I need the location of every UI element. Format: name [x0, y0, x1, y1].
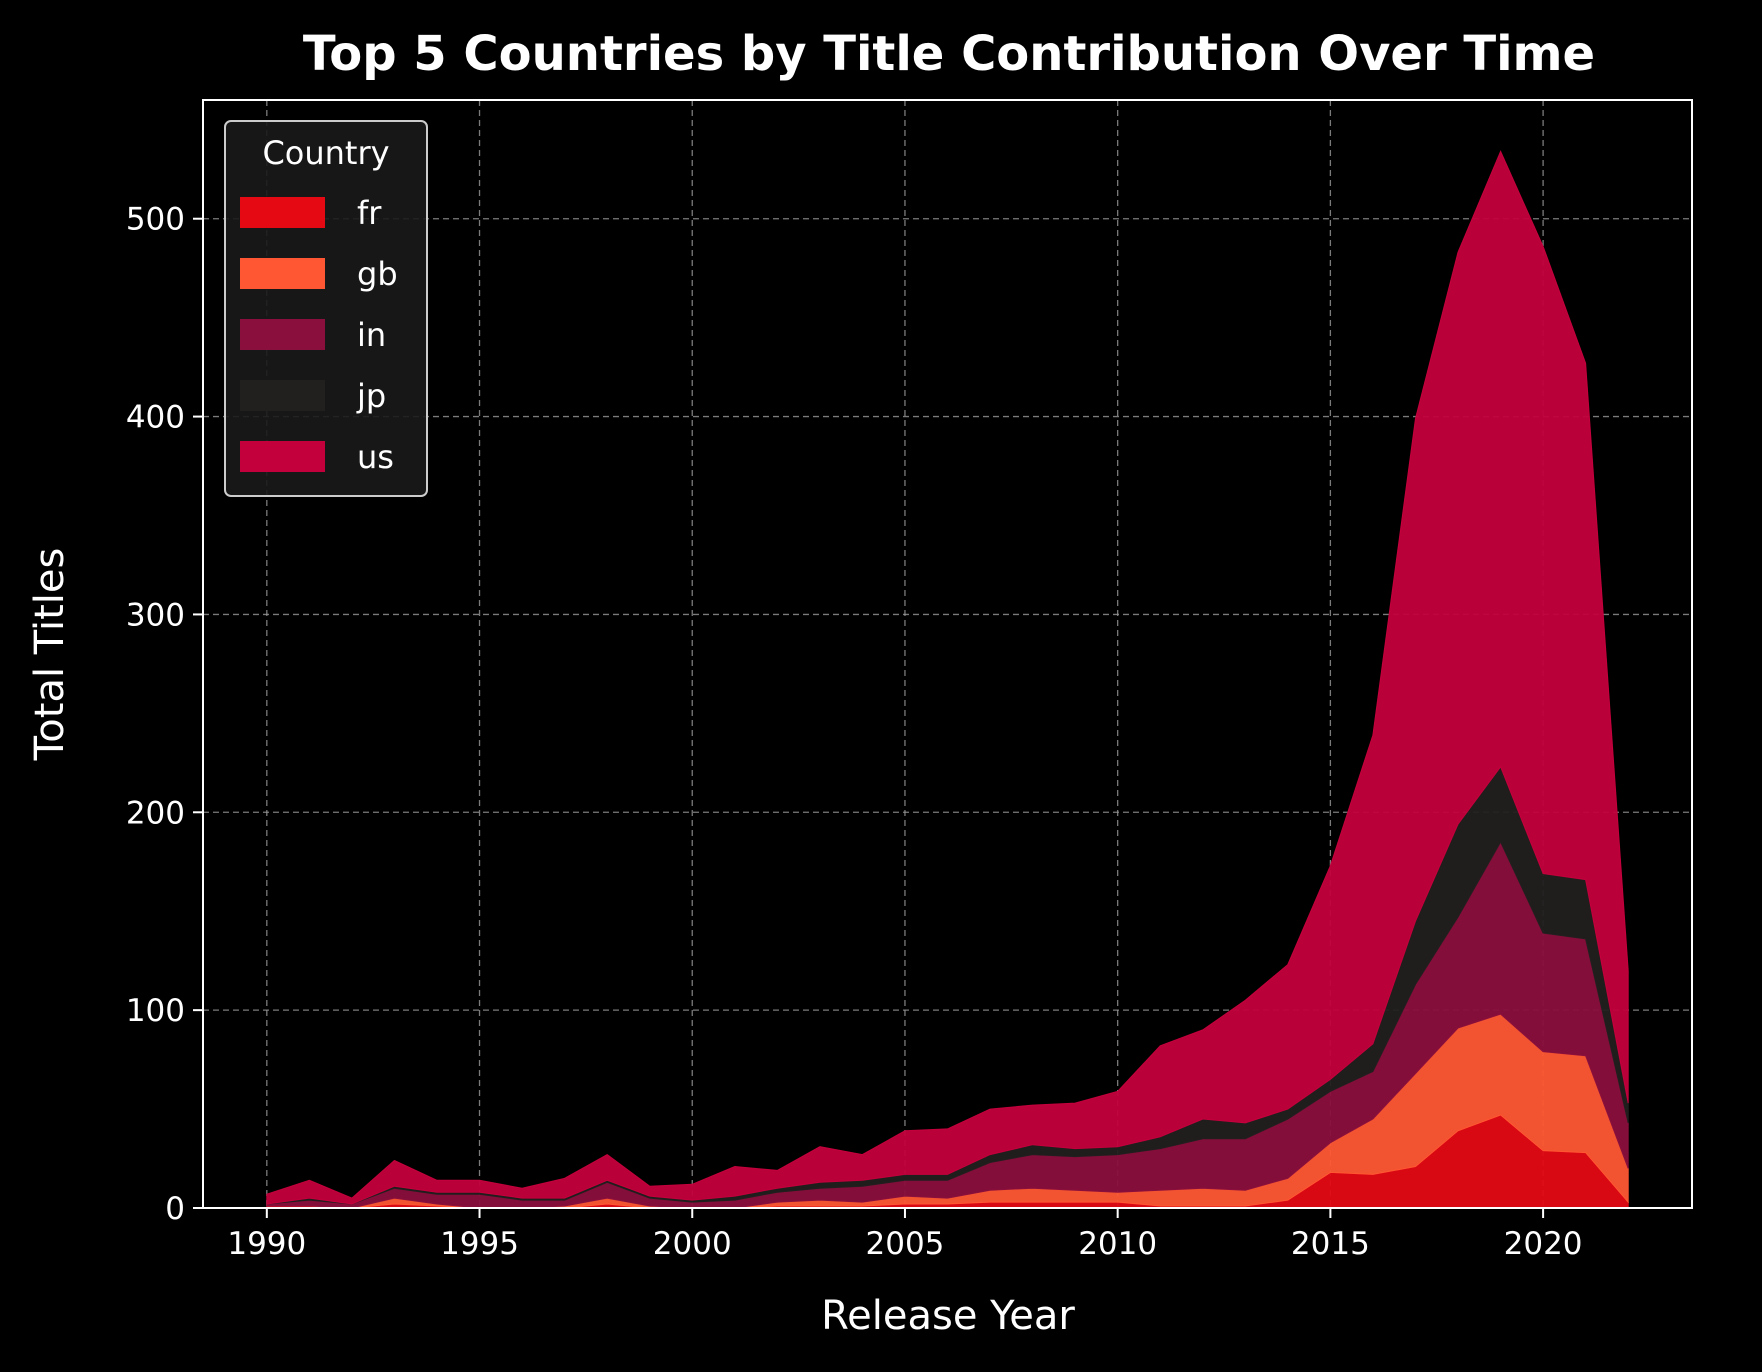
legend-box: [224, 120, 428, 497]
x-tick-label: 2000: [653, 1226, 732, 1262]
x-tick-label: 2020: [1504, 1226, 1583, 1262]
legend-swatch-fr: [240, 197, 325, 228]
legend-label-fr: fr: [357, 194, 382, 232]
x-axis-label: Release Year: [821, 1293, 1075, 1339]
y-axis-label: Total Titles: [27, 548, 73, 762]
y-tick-label: 200: [126, 795, 185, 831]
y-axis-ticks: 0 100 200 300 400 500: [126, 202, 203, 1227]
x-tick-label: 2010: [1078, 1226, 1157, 1262]
legend-swatch-gb: [240, 258, 325, 289]
legend-items: fr gb in jp us: [240, 194, 398, 476]
legend: Country fr gb in jp us: [224, 120, 428, 497]
x-tick-label: 2015: [1291, 1226, 1370, 1262]
legend-label-in: in: [357, 316, 386, 354]
x-tick-label: 1995: [440, 1226, 519, 1262]
legend-label-jp: jp: [356, 377, 386, 415]
x-tick-label: 1990: [227, 1226, 306, 1262]
y-tick-label: 100: [126, 993, 185, 1029]
x-axis-ticks: 1990 1995 2000 2005 2010 2015 2020: [227, 1208, 1583, 1262]
chart-title: Top 5 Countries by Title Contribution Ov…: [303, 26, 1595, 82]
x-tick-label: 2005: [866, 1226, 945, 1262]
area-series-group: [266, 150, 1629, 1209]
legend-swatch-jp: [240, 380, 325, 411]
y-tick-label: 400: [126, 400, 185, 436]
legend-title: Country: [262, 134, 389, 172]
legend-label-gb: gb: [357, 255, 398, 293]
y-tick-label: 300: [126, 597, 185, 633]
legend-label-us: us: [357, 438, 394, 476]
legend-swatch-us: [240, 441, 325, 472]
legend-swatch-in: [240, 319, 325, 350]
y-tick-label: 0: [165, 1191, 185, 1227]
area-us: [266, 150, 1629, 1205]
plot-frame: [202, 99, 1693, 1209]
y-tick-label: 500: [126, 202, 185, 238]
